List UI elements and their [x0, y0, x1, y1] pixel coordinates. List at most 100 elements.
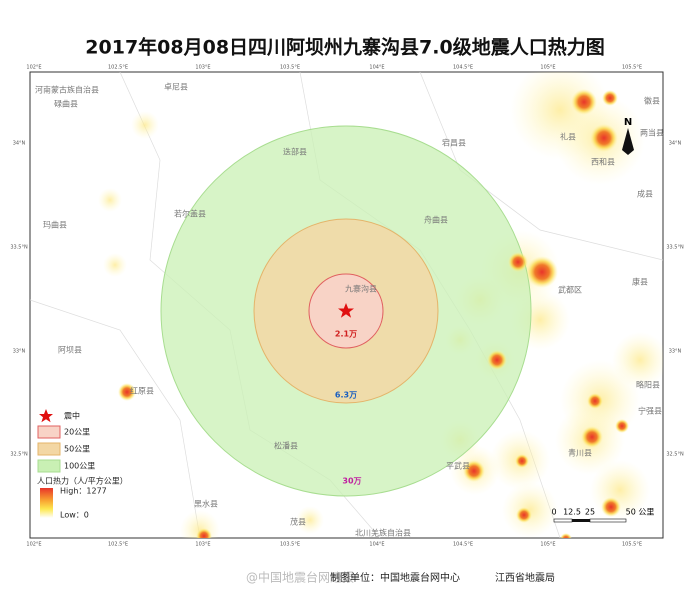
- heat-spot: [463, 460, 485, 482]
- place-label: 迭部县: [283, 147, 307, 157]
- place-label: 成县: [637, 189, 653, 199]
- legend-label: 震中: [64, 411, 80, 421]
- lon-label: 103.5°E: [280, 65, 300, 71]
- heat-spot: [560, 533, 572, 538]
- heat-spot: [587, 393, 603, 409]
- lat-label: 33.5°N: [10, 245, 28, 251]
- place-label: 碌曲县: [54, 99, 78, 109]
- heat-spot: [516, 507, 532, 523]
- legend: 震中 20公里 50公里 100公里 人口热力（人/平方公里） High：127…: [33, 405, 161, 520]
- lon-label: 104°E: [369, 65, 384, 71]
- place-label: 黑水县: [194, 499, 218, 509]
- place-label: 礼县: [560, 132, 576, 142]
- lat-label: 33°N: [669, 349, 682, 355]
- place-label: 略阳县: [636, 380, 660, 390]
- epicenter: [337, 303, 354, 318]
- heat-spot: [487, 350, 507, 370]
- scale-label: 0: [551, 508, 556, 517]
- place-label: 宕昌县: [442, 138, 466, 148]
- lat-label: 32.5°N: [10, 452, 28, 458]
- place-label: 松潘县: [274, 441, 298, 451]
- north-label: N: [624, 117, 632, 128]
- lon-label: 103°E: [195, 65, 210, 71]
- place-label: 九寨沟县: [345, 284, 377, 294]
- legend-label: 20公里: [64, 428, 90, 437]
- place-label: 北川羌族自治县: [355, 528, 411, 538]
- heat-spot: [118, 383, 136, 401]
- legend-star: [39, 409, 53, 423]
- legend-swatch: [37, 442, 61, 456]
- watermark: @中国地震台网速报: [246, 570, 354, 585]
- place-label: 河南蒙古族自治县: [35, 85, 99, 95]
- footer-maker: 制图单位：中国地震台网中心: [330, 571, 460, 584]
- scale-label: 25: [585, 508, 595, 517]
- place-label: 卓尼县: [164, 82, 188, 92]
- place-label: 徽县: [644, 96, 660, 106]
- scale-label: 12.5: [563, 508, 581, 517]
- title: 2017年08月08日四川阿坝州九寨沟县7.0级地震人口热力图: [85, 36, 604, 59]
- place-label: 红原县: [130, 386, 154, 396]
- heat-glow: [103, 253, 127, 277]
- legend-ramp: [40, 488, 53, 518]
- heat-spot: [601, 497, 621, 517]
- heat-spot: [581, 426, 603, 448]
- place-label: 西和县: [591, 158, 615, 167]
- place-label: 若尔盖县: [174, 209, 206, 219]
- legend-swatch: [37, 425, 61, 439]
- heat-glow: [98, 188, 122, 212]
- scale-bar: 0 12.5 25 50 公里: [551, 508, 654, 523]
- ring-label: 6.3万: [335, 391, 357, 400]
- place-label: 武都区: [558, 285, 582, 295]
- heat-glow: [131, 111, 159, 139]
- heat-spot: [508, 252, 528, 272]
- place-label: 青川县: [568, 448, 592, 458]
- place-label: 两当县: [640, 128, 664, 138]
- lon-label: 102.5°E: [108, 65, 128, 71]
- place-label: 玛曲县: [43, 220, 67, 230]
- lat-label: 34°N: [669, 141, 682, 147]
- lon-label: 104.5°E: [453, 542, 473, 548]
- legend-high: High：1277: [60, 487, 107, 496]
- heat-glow: [612, 332, 663, 388]
- place-label: 宁强县: [638, 406, 662, 416]
- lon-label: 104.5°E: [453, 65, 473, 71]
- lon-label: 105°E: [540, 542, 555, 548]
- legend-title: 人口热力（人/平方公里）: [37, 476, 128, 486]
- lon-label: 102°E: [26, 542, 41, 548]
- lon-label: 103.5°E: [280, 542, 300, 548]
- heat-spot: [615, 419, 629, 433]
- scale-label: 50 公里: [626, 508, 655, 517]
- lon-label: 102°E: [26, 65, 41, 71]
- lon-label: 102.5°E: [108, 542, 128, 548]
- place-label: 康县: [632, 277, 648, 287]
- heat-spot: [515, 454, 529, 468]
- heat-spot: [602, 90, 618, 106]
- heat-spot: [526, 256, 558, 288]
- ring-label: 30万: [342, 477, 361, 486]
- lon-label: 105.5°E: [622, 65, 642, 71]
- place-label: 平武县: [446, 461, 470, 471]
- lat-label: 32.5°N: [666, 452, 684, 458]
- legend-label: 100公里: [64, 462, 95, 471]
- lon-label: 105.5°E: [622, 542, 642, 548]
- place-label: 舟曲县: [424, 215, 448, 225]
- legend-low: Low：0: [60, 511, 89, 520]
- lat-label: 33°N: [13, 349, 26, 355]
- place-label: 茂县: [290, 517, 306, 527]
- heat-spot: [590, 124, 618, 152]
- lon-label: 105°E: [540, 65, 555, 71]
- heat-spot: [196, 528, 212, 538]
- lon-label: 103°E: [195, 542, 210, 548]
- heat-glow: [296, 506, 324, 534]
- legend-label: 50公里: [64, 445, 90, 454]
- footer-partner: 江西省地震局: [495, 571, 555, 584]
- ring-label: 2.1万: [335, 330, 357, 339]
- north-arrow: [622, 128, 634, 155]
- lon-label: 104°E: [369, 542, 384, 548]
- place-label: 阿坝县: [58, 346, 82, 355]
- lat-label: 33.5°N: [666, 245, 684, 251]
- lat-label: 34°N: [13, 141, 26, 147]
- heat-spot: [571, 89, 597, 115]
- legend-swatch: [37, 459, 61, 473]
